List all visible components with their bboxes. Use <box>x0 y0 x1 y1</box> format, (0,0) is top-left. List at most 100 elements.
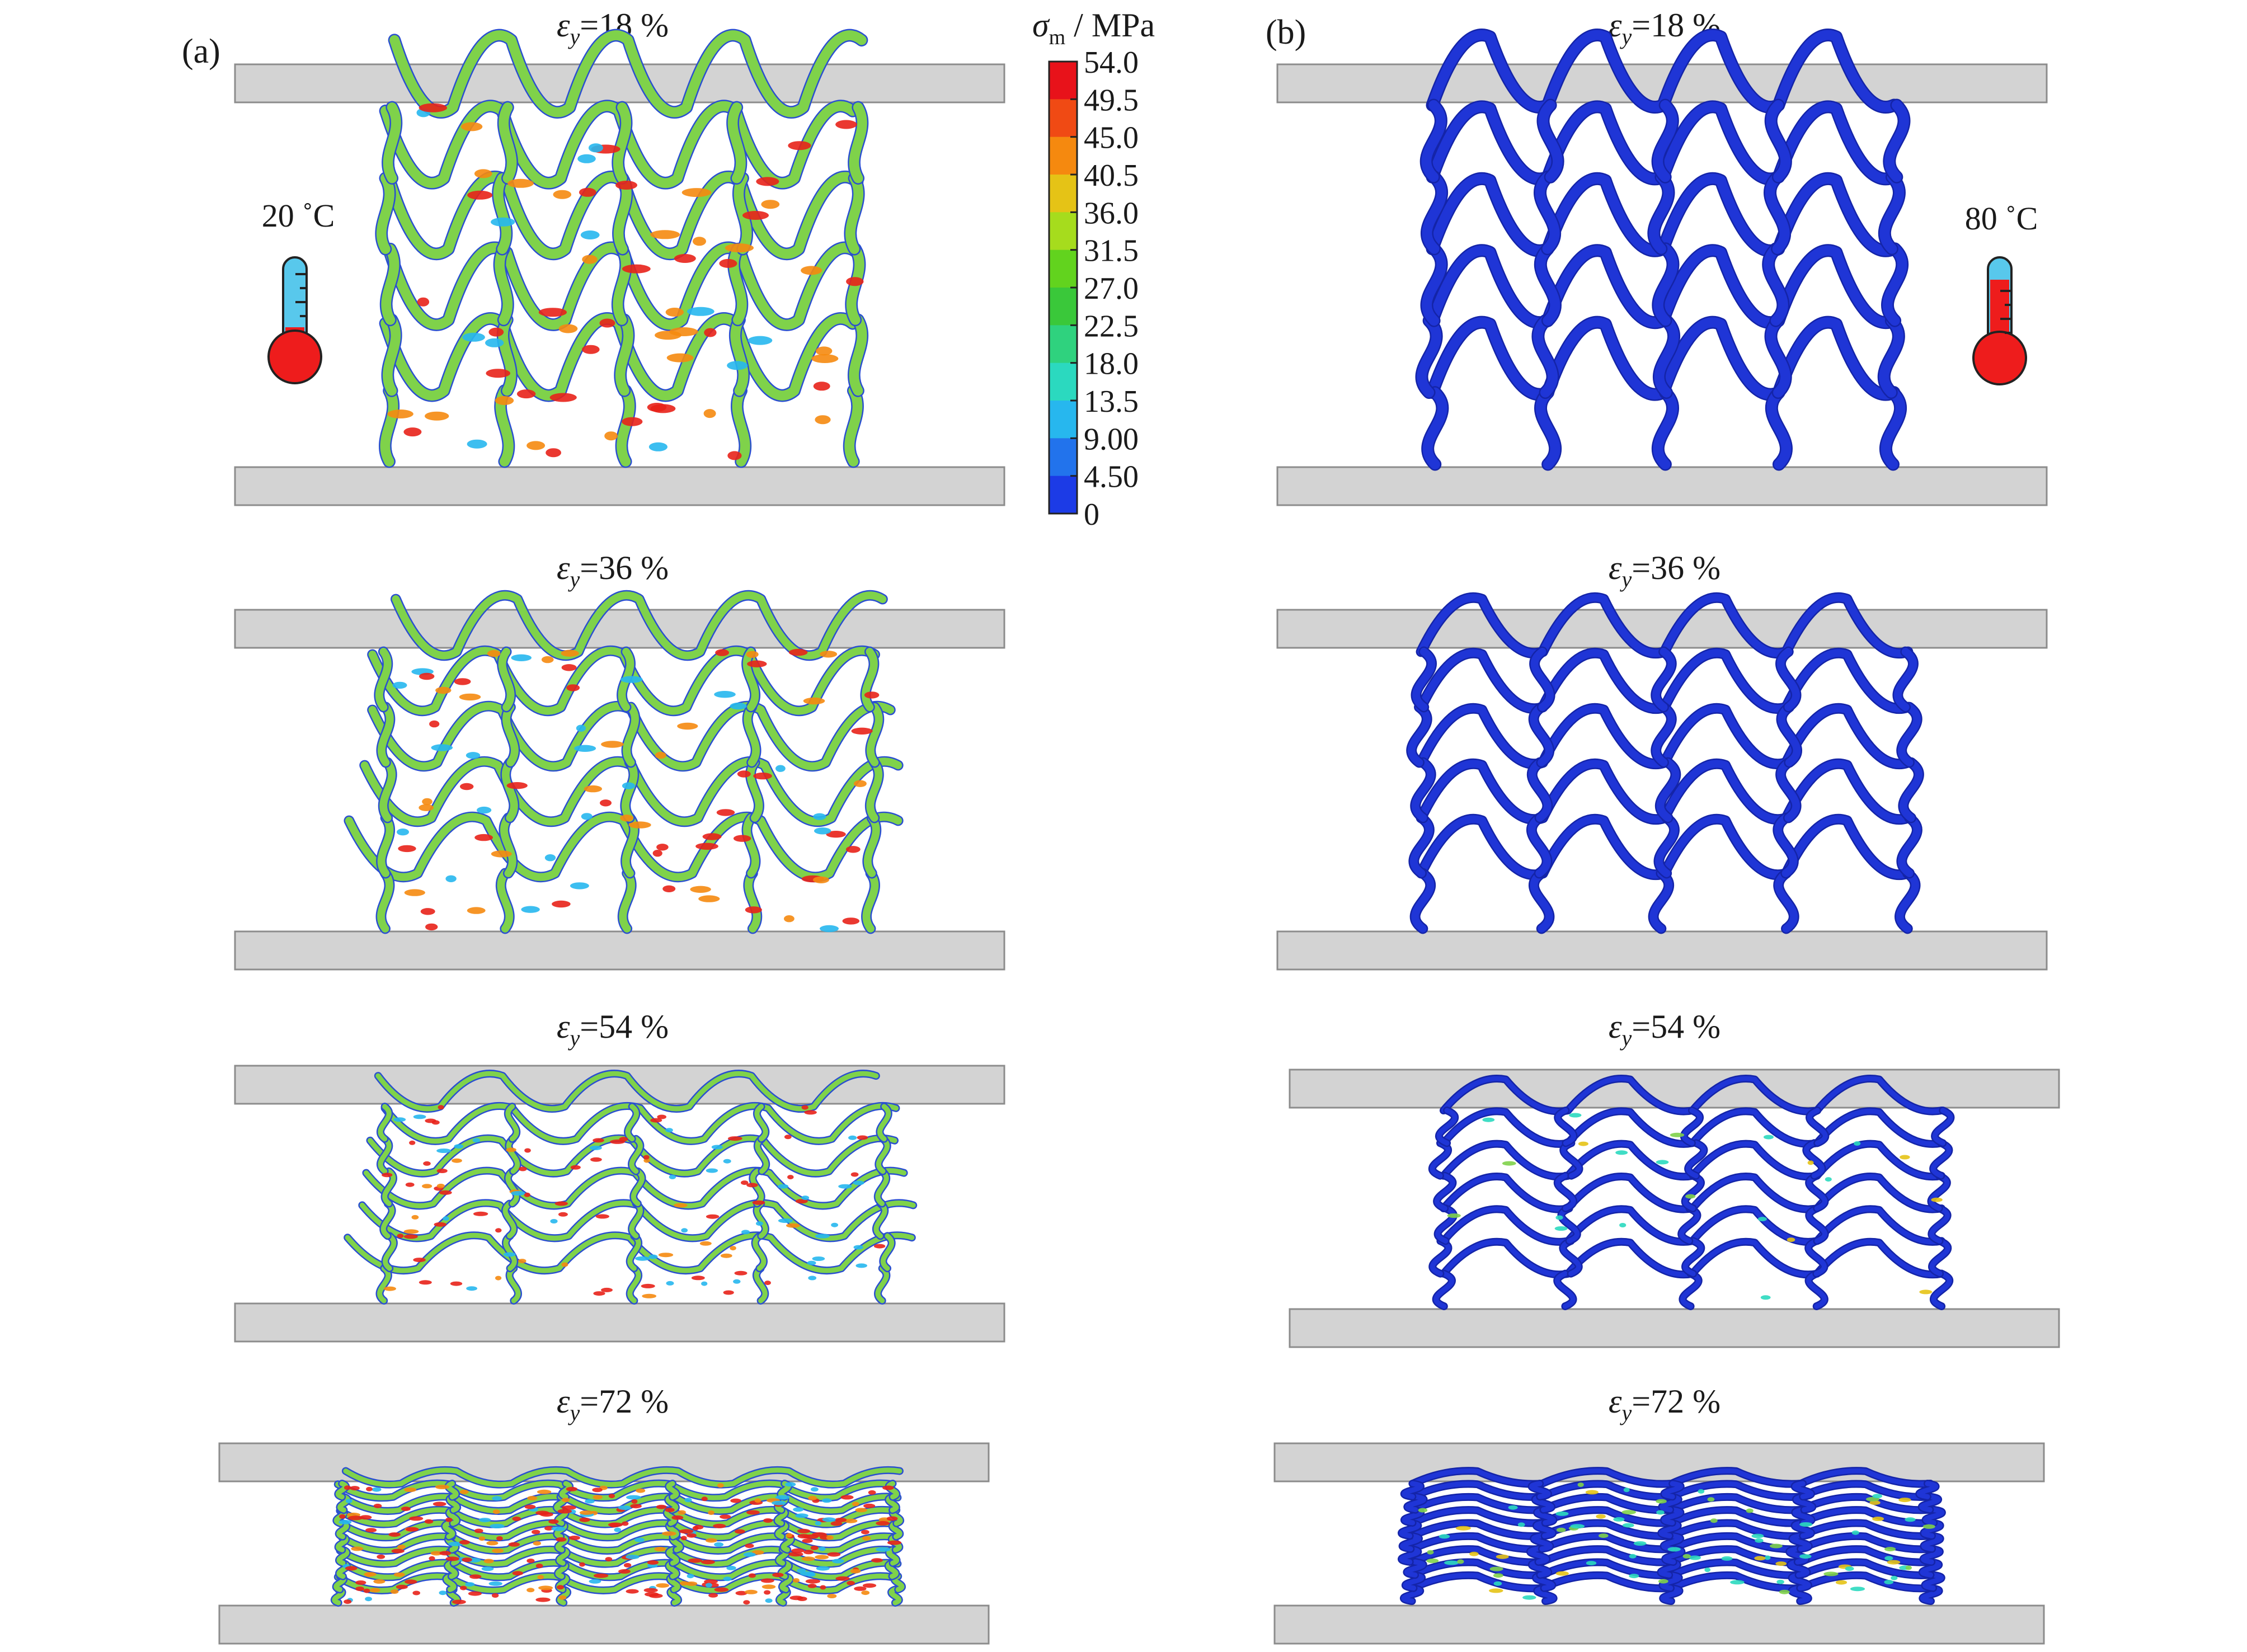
stress-hotspot <box>1905 1517 1916 1522</box>
lattice-connector <box>1788 1559 1809 1578</box>
stress-hotspot <box>688 1558 702 1563</box>
stress-hotspot <box>743 1600 750 1605</box>
stress-hotspot <box>508 1542 520 1547</box>
stress-hotspot <box>733 1279 741 1284</box>
stress-hotspot <box>608 1494 615 1499</box>
stress-hotspot <box>556 1537 567 1542</box>
stress-hotspot <box>599 318 615 328</box>
stress-hotspot <box>579 1517 590 1522</box>
lattice-connector <box>1776 648 1800 711</box>
stress-hotspot <box>615 181 637 190</box>
lattice-connector <box>866 759 883 822</box>
stress-hotspot <box>579 1510 594 1515</box>
stress-hotspot <box>388 1532 401 1537</box>
lattice-connector <box>1774 814 1798 877</box>
stress-hotspot <box>851 727 873 735</box>
stress-hotspot <box>429 1556 435 1561</box>
stress-hotspot <box>346 1499 352 1504</box>
stress-hotspot <box>524 1192 530 1197</box>
stress-hotspot <box>403 1229 419 1234</box>
lattice-connector <box>1534 1507 1556 1526</box>
stress-hotspot <box>737 770 751 778</box>
stress-hotspot <box>643 1158 650 1163</box>
lattice-connector <box>1531 1533 1553 1552</box>
stress-hotspot <box>430 1551 443 1556</box>
lattice-connector <box>1929 1238 1950 1277</box>
lattice-connector <box>1559 1206 1580 1244</box>
stress-hotspot <box>873 1244 886 1249</box>
stress-hotspot <box>628 821 651 829</box>
stress-hotspot <box>871 1558 883 1563</box>
plate-b4-bottom <box>1273 1604 2045 1645</box>
colorbar-band <box>1049 175 1077 213</box>
lattice-connector <box>377 1265 391 1303</box>
stress-hotspot <box>518 1259 527 1264</box>
stress-hotspot <box>1854 1141 1861 1146</box>
stress-hotspot <box>347 1515 363 1521</box>
stress-hotspot <box>568 1536 580 1540</box>
stress-hotspot <box>748 336 773 345</box>
stress-hotspot <box>745 1543 754 1549</box>
stress-hotspot <box>662 1531 676 1536</box>
lattice-connector <box>1399 1520 1421 1538</box>
stress-hotspot <box>882 1485 894 1490</box>
lattice-connector <box>1400 1533 1422 1552</box>
stress-hotspot <box>747 660 767 667</box>
stress-hotspot <box>1418 1508 1428 1513</box>
stress-hotspot <box>495 1276 502 1281</box>
stress-hotspot <box>492 1509 500 1514</box>
stress-hotspot <box>580 230 600 239</box>
stress-hotspot <box>557 1509 572 1514</box>
plate-a1-top <box>234 63 1005 103</box>
lattice-connector <box>1680 1271 1701 1309</box>
lattice-connector <box>1923 1507 1945 1526</box>
stress-hotspot <box>775 765 786 772</box>
stress-hotspot <box>481 1566 494 1571</box>
stress-hotspot <box>665 308 684 317</box>
lattice-connector <box>383 102 401 183</box>
stress-hotspot <box>622 1521 629 1526</box>
colorbar-band <box>1049 99 1077 138</box>
lattice-connector <box>1920 1585 1942 1604</box>
stress-hotspot <box>1577 1482 1584 1487</box>
lattice-connector <box>1806 1173 1827 1211</box>
lattice-connector <box>1789 1572 1811 1591</box>
stress-hotspot <box>820 1585 826 1590</box>
stress-hotspot <box>1787 1237 1795 1242</box>
lattice-connector <box>734 173 752 255</box>
stress-hotspot <box>532 1529 540 1535</box>
stress-hotspot <box>478 1536 486 1541</box>
stress-hotspot <box>772 1573 784 1578</box>
stress-hotspot <box>491 850 512 858</box>
stress-hotspot <box>797 1528 811 1533</box>
stress-hotspot <box>708 1593 718 1598</box>
stress-hotspot <box>814 827 831 835</box>
strain-label-b-1: εy=18 % <box>1609 7 1720 49</box>
stress-hotspot <box>548 1519 559 1524</box>
stress-hotspot <box>600 799 612 807</box>
lattice-connector <box>501 759 518 822</box>
stress-hotspot <box>1508 1505 1518 1510</box>
stress-hotspot <box>699 1241 712 1246</box>
lattice-connector <box>1899 759 1923 822</box>
stress-hotspot <box>1799 1522 1813 1527</box>
stress-hotspot <box>577 154 596 163</box>
lattice-connector <box>503 1233 517 1271</box>
lattice-connector <box>1402 1481 1423 1499</box>
stress-hotspot <box>631 1499 638 1504</box>
stress-hotspot <box>674 1203 688 1208</box>
stress-hotspot <box>459 1540 470 1545</box>
colorbar-tick-label: 18.0 <box>1084 347 1139 382</box>
lattice-connector <box>1662 1546 1684 1565</box>
stress-hotspot <box>643 1588 658 1593</box>
lattice-connector <box>873 1201 887 1239</box>
stress-hotspot <box>474 834 493 841</box>
stress-hotspot <box>478 1518 491 1523</box>
stress-hotspot <box>516 389 536 399</box>
stress-hotspot <box>1629 1574 1639 1579</box>
stress-hotspot <box>561 664 577 671</box>
stress-hotspot <box>1919 1289 1933 1295</box>
stress-hotspot <box>1493 1581 1502 1586</box>
stress-hotspot <box>822 1517 836 1522</box>
stress-hotspot <box>622 417 643 426</box>
